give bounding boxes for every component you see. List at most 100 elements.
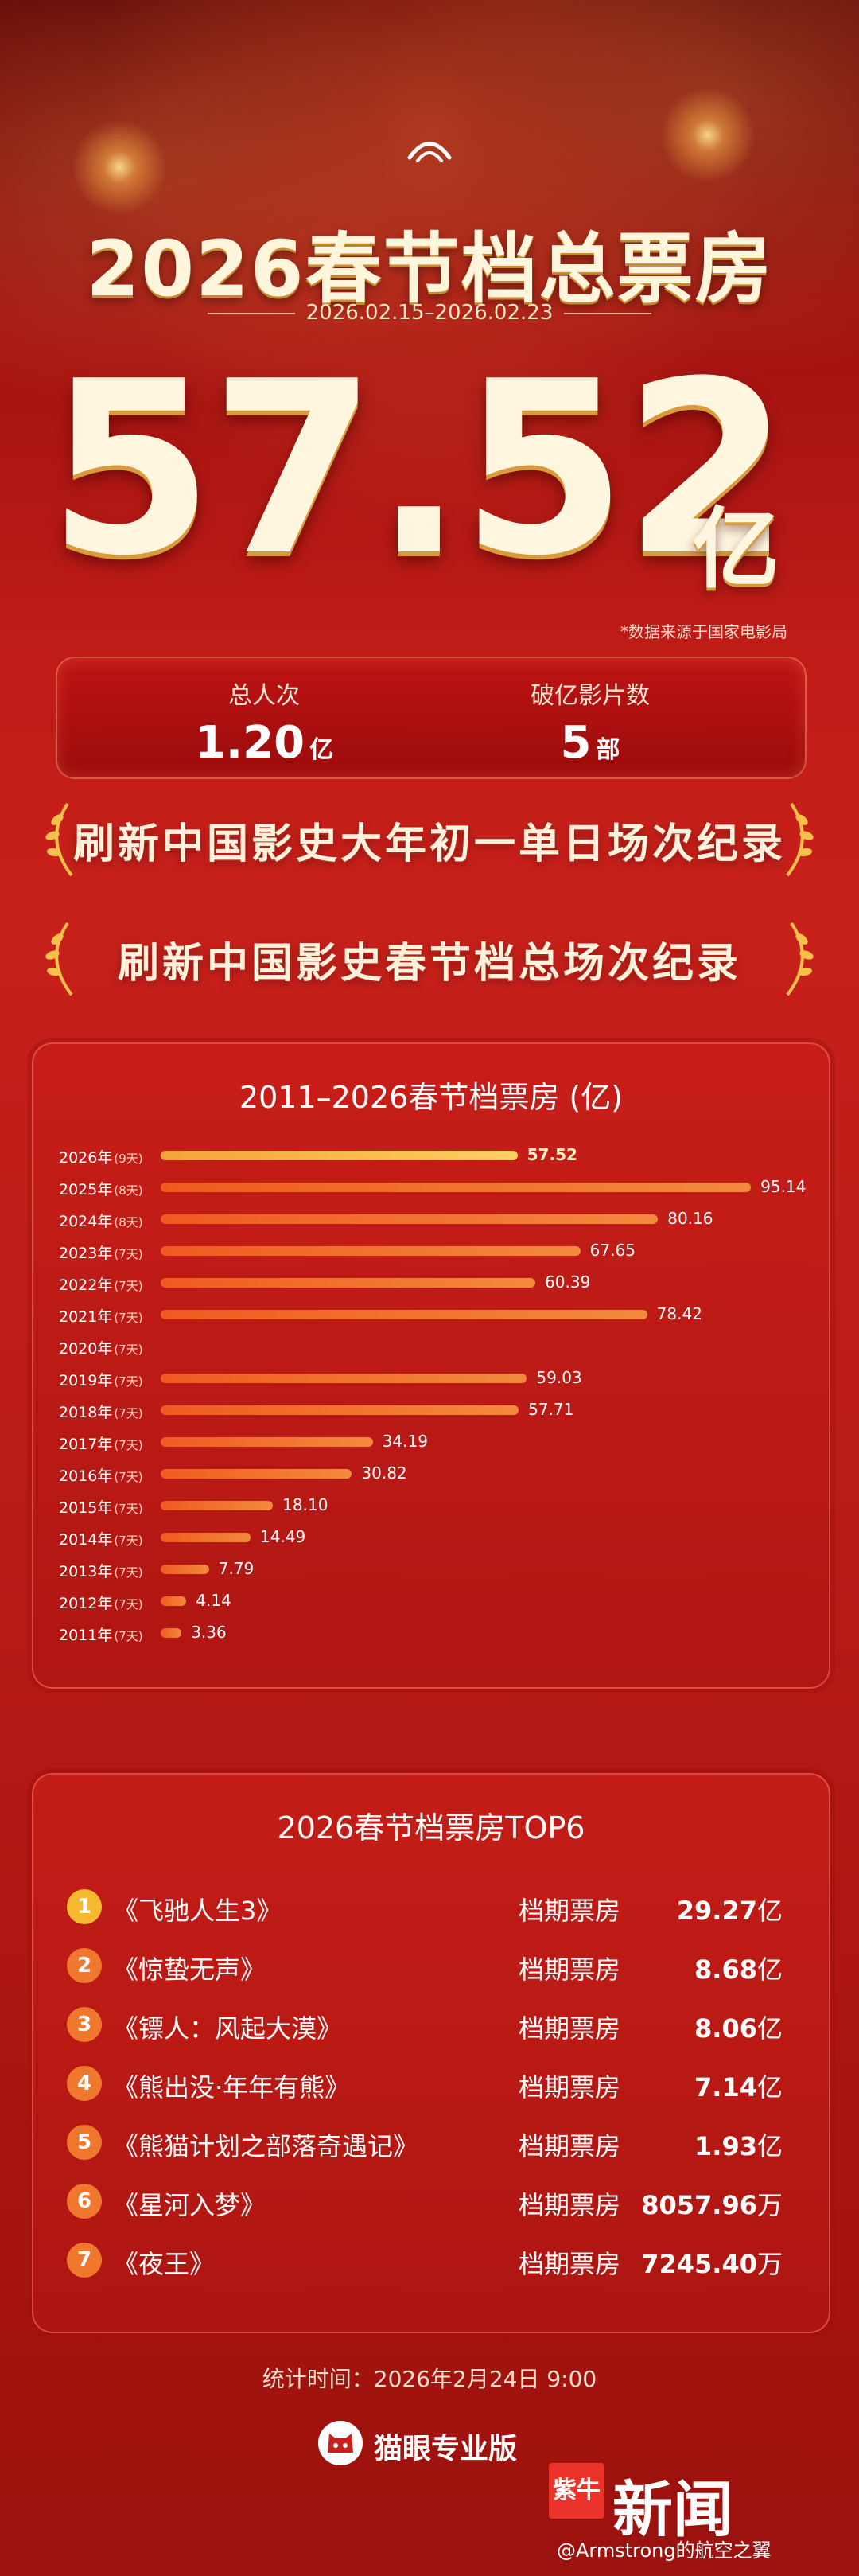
bar <box>161 1533 251 1542</box>
cat-logo-icon <box>318 2421 363 2465</box>
bar-days: (7天) <box>114 1565 143 1580</box>
bar <box>161 1437 373 1447</box>
bar-value-label: 59.03 <box>536 1368 582 1387</box>
bar-row: 2026年 (9天) 57.52 <box>33 1141 829 1173</box>
attendance-value: 1.20 <box>194 717 305 769</box>
rank-badge: 2 <box>67 1948 102 1983</box>
film-value-number: 29.27 <box>676 1896 757 1926</box>
films-label: 破亿影片数 <box>531 682 650 710</box>
bar-value-label: 30.82 <box>361 1463 407 1483</box>
news-text: 新闻 <box>612 2474 733 2545</box>
firework-left-decoration <box>64 111 175 223</box>
film-box-office-value: 29.27亿 <box>677 1891 783 1927</box>
bar-days: (7天) <box>114 1629 143 1643</box>
film-box-office-value: 7245.40万 <box>641 2244 783 2281</box>
bar-year: 2018年 <box>59 1404 113 1421</box>
films-value: 5 <box>560 717 592 769</box>
attendance-value-wrap: 1.20 亿 <box>145 717 383 769</box>
bar <box>161 1469 352 1479</box>
rank-badge: 6 <box>67 2184 102 2219</box>
film-name: 《飞驰人生3》 <box>113 1896 282 1926</box>
bar-row: 2015年 (7天) 18.10 <box>33 1491 829 1523</box>
bar-value-label: 57.52 <box>527 1145 577 1164</box>
bar-category-label: 2017年 (7天) <box>59 1432 143 1454</box>
bar-value-label: 78.42 <box>656 1304 702 1323</box>
bar-category-label: 2012年 (7天) <box>59 1592 143 1613</box>
film-name: 《星河入梦》 <box>113 2190 266 2220</box>
top-film-row: 4 《熊出没·年年有熊》 档期票房 7.14亿 <box>33 2055 829 2112</box>
attendance-stat: 总人次 1.20 亿 <box>145 676 383 769</box>
laurel-left-icon-2 <box>45 922 73 996</box>
bar-row: 2019年 (7天) 59.03 <box>33 1364 829 1396</box>
date-range-text: 2026.02.15–2026.02.23 <box>305 301 554 325</box>
bar-category-label: 2026年 (9天) <box>59 1146 143 1167</box>
record-opening-day: 刷新中国影史大年初一单日场次纪录 <box>72 820 786 868</box>
top-chart-panel: 2026春节档票房TOP6 1 《飞驰人生3》 档期票房 29.27亿 2 《惊蛰无声》档… <box>32 1773 830 2333</box>
film-box-office-value: 8057.96万 <box>641 2185 783 2222</box>
film-box-office-label: 档期票房 <box>519 2013 621 2044</box>
bar-category-label: 2021年 (7天) <box>59 1305 143 1327</box>
bar <box>161 1596 187 1606</box>
bar <box>161 1310 647 1319</box>
bar-category-label: 2020年 (7天) <box>59 1337 143 1358</box>
attendance-label: 总人次 <box>228 682 300 710</box>
bar-year: 2019年 <box>59 1372 113 1389</box>
bar-value-label: 3.36 <box>191 1623 227 1642</box>
bar-value-label: 67.65 <box>589 1241 636 1260</box>
bar <box>161 1246 581 1256</box>
bar-category-label: 2016年 (7天) <box>59 1464 143 1486</box>
bar-value-label: 14.49 <box>260 1527 306 1546</box>
top-film-row: 6 《星河入梦》 档期票房 8057.96万 <box>33 2173 829 2230</box>
bar-row: 2012年 (7天) 4.14 <box>33 1587 829 1619</box>
bar-year: 2024年 <box>59 1213 113 1230</box>
source-note: *数据来源于国家电影局 <box>620 622 787 641</box>
rank-badge: 3 <box>67 2007 102 2042</box>
rank-badge: 1 <box>67 1889 102 1924</box>
top-film-row: 1 《飞驰人生3》 档期票房 29.27亿 <box>33 1878 829 1935</box>
bar-year: 2011年 <box>59 1627 113 1644</box>
maoyan-brand-text: 猫眼专业版 <box>374 2433 518 2465</box>
film-name: 《熊出没·年年有熊》 <box>113 2072 351 2102</box>
bar-value-label: 57.71 <box>528 1400 574 1419</box>
bar-category-label: 2018年 (7天) <box>59 1401 143 1422</box>
bar <box>161 1565 209 1574</box>
bar <box>161 1214 659 1224</box>
news-badge: 紫牛 <box>549 2463 604 2519</box>
film-name: 《熊猫计划之部落奇遇记》 <box>113 2131 419 2161</box>
bar-row: 2023年 (7天) 67.65 <box>33 1237 829 1269</box>
film-box-office-value: 8.68亿 <box>694 1950 783 1986</box>
film-box-office-label: 档期票房 <box>519 1954 621 1985</box>
bar-value-label: 7.79 <box>218 1559 255 1578</box>
film-box-office-value: 7.14亿 <box>694 2067 783 2104</box>
bar-year: 2012年 <box>59 1595 113 1612</box>
film-box-office-label: 档期票房 <box>519 2131 621 2161</box>
film-value-unit: 亿 <box>756 1896 783 1926</box>
bar <box>161 1183 752 1192</box>
bar-days: (7天) <box>114 1279 143 1293</box>
bar-days: (8天) <box>114 1215 143 1230</box>
divider-left <box>207 312 295 314</box>
bar-days: (9天) <box>114 1152 143 1166</box>
bar-category-label: 2015年 (7天) <box>59 1496 143 1518</box>
laurel-left-icon <box>45 802 73 877</box>
history-chart-title: 2011–2026春节档票房 (亿) <box>239 1080 624 1115</box>
total-box-office-unit: 亿 <box>692 498 779 600</box>
film-value-number: 8057.96 <box>641 2190 757 2220</box>
bar-year: 2014年 <box>59 1531 113 1549</box>
bar <box>161 1405 519 1415</box>
bar <box>161 1628 182 1638</box>
bar-year: 2013年 <box>59 1563 113 1580</box>
bar-row: 2018年 (7天) 57.71 <box>33 1396 829 1428</box>
top-film-row: 3 《镖人：风起大漠》 档期票房 8.06亿 <box>33 1996 829 2053</box>
bar-year: 2017年 <box>59 1436 113 1453</box>
bar-days: (7天) <box>114 1406 143 1421</box>
bar-year: 2020年 <box>59 1340 113 1358</box>
bar-row: 2017年 (7天) 34.19 <box>33 1428 829 1459</box>
bar-year: 2026年 <box>59 1149 113 1167</box>
top-chart-title: 2026春节档票房TOP6 <box>277 1810 585 1845</box>
laurel-right-icon <box>786 802 814 877</box>
laurel-right-icon-2 <box>786 922 814 996</box>
film-value-unit: 亿 <box>756 2131 783 2161</box>
stat-time: 统计时间：2026年2月24日 9:00 <box>262 2366 597 2392</box>
